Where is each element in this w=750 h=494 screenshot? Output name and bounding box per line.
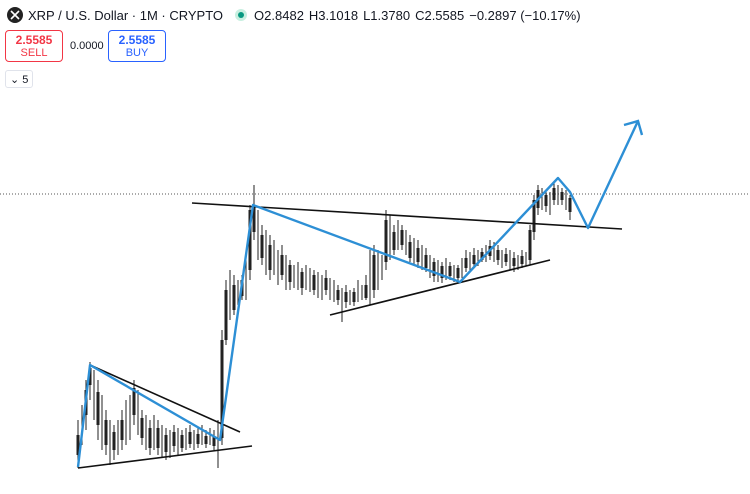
candle-bodies (76, 188, 572, 455)
sell-button[interactable]: 2.5585 SELL (5, 30, 63, 62)
high: H3.1018 (308, 7, 359, 23)
indicators-toggle[interactable]: ⌄ 5 (5, 70, 33, 88)
indicators-count: 5 (22, 74, 29, 86)
symbol-icon (7, 7, 23, 23)
low: L1.3780 (363, 7, 411, 23)
buy-price: 2.5585 (118, 33, 156, 47)
sell-price: 2.5585 (15, 33, 53, 47)
buy-button[interactable]: 2.5585 BUY (108, 30, 166, 62)
spread: 0.0000 (70, 40, 104, 52)
close: C2.5585 (415, 7, 465, 23)
candle-wicks (77, 182, 571, 468)
buy-label: BUY (125, 47, 149, 59)
projection-path (76, 120, 640, 468)
open: O2.8482 (254, 7, 304, 23)
trendlines (77, 202, 623, 469)
symbol-title[interactable]: XRP / U.S. Dollar · 1M · CRYPTO (28, 7, 224, 23)
market-status (235, 9, 248, 21)
symbol-header: XRP / U.S. Dollar · 1M · CRYPTO O2.8482 … (6, 6, 586, 24)
change: −0.2897 (−10.17%) (469, 7, 581, 23)
sell-label: SELL (20, 47, 48, 59)
projection-arrow-head (623, 119, 644, 136)
